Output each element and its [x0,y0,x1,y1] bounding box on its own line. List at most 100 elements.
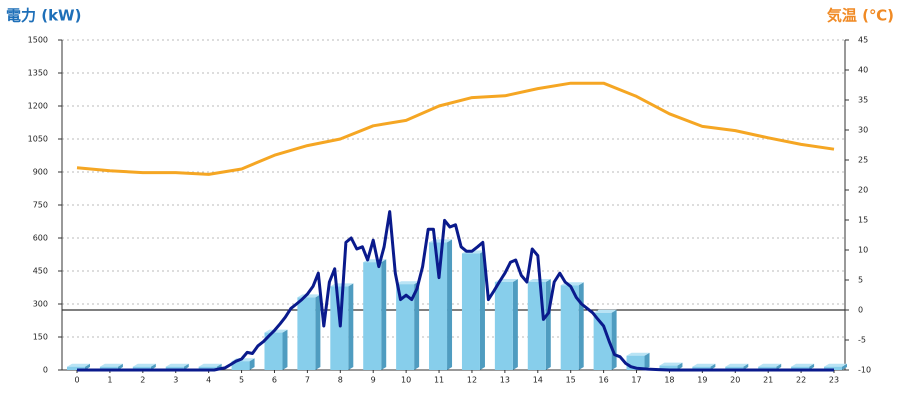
bar-side [578,282,584,370]
x-tick-label: 15 [566,376,576,385]
bar-top [758,363,782,367]
x-tick-label: 10 [401,376,411,385]
bar-side [710,363,716,370]
y2-tick-label: 0 [858,306,863,315]
x-tick-label: 16 [599,376,609,385]
bar-side [842,363,847,370]
bar-side [809,363,815,370]
bar-top [593,309,617,313]
bar [264,332,283,370]
bar [67,366,85,370]
bar-top [791,363,815,367]
x-tick-label: 19 [697,376,707,385]
y-tick-label: 1200 [28,102,48,111]
y-tick-label: 750 [33,201,48,210]
bar [132,366,151,370]
line [77,210,834,372]
bar-top [67,363,90,367]
x-tick-label: 2 [140,376,145,385]
bar-top [165,363,189,367]
x-tick-label: 12 [467,376,477,385]
bar-side [644,352,650,370]
x-tick-label: 21 [763,376,773,385]
bar [725,366,744,370]
bar-side [150,363,156,370]
y2-tick-label: 25 [858,156,868,165]
y2-tick-label: 5 [858,276,863,285]
y-tick-label: 0 [43,366,48,375]
bar-side [117,363,123,370]
x-tick-label: 5 [239,376,244,385]
bar-side [447,239,453,370]
bar [791,366,810,370]
bar [363,262,382,370]
bar-top [692,363,716,367]
bar-top [99,363,123,367]
x-tick-label: 13 [500,376,510,385]
x-tick-label: 18 [664,376,674,385]
y2-tick-label: 10 [858,246,868,255]
bar-top [264,329,288,333]
bar-side [183,363,189,370]
bar-side [414,281,420,370]
y-axis-title: 電力 (kW) [6,7,81,25]
x-tick-label: 1 [107,376,112,385]
y2-axis-title: 気温 (℃) [827,7,894,25]
x-tick-label: 7 [305,376,310,385]
bar-side [677,362,683,370]
x-tick-label: 23 [829,376,839,385]
bar-side [776,363,782,370]
y2-tick-label: 35 [858,96,868,105]
x-tick-label: 11 [434,376,444,385]
y-tick-label: 1050 [28,135,48,144]
bar-side [512,279,518,370]
bar-side [381,259,387,370]
bar-top [659,362,683,366]
bar-side [545,279,551,370]
y-tick-label: 150 [33,333,48,342]
bar-side [85,363,90,370]
bar-top [396,281,420,285]
bar-top [725,363,749,367]
bar-top [132,363,156,367]
x-tick-label: 9 [371,376,376,385]
bar [165,366,184,370]
x-tick-label: 6 [272,376,277,385]
bar [824,366,842,370]
y2-tick-label: 30 [858,126,868,135]
y-tick-label: 450 [33,267,48,276]
y-tick-label: 300 [33,300,48,309]
line [76,81,835,176]
bar [429,242,448,370]
y2-tick-label: 40 [858,66,868,75]
bar-side [611,309,617,370]
bar [231,361,250,370]
x-tick-label: 14 [533,376,543,385]
bar-side [348,283,354,370]
bar [692,366,711,370]
bar [659,365,678,370]
bar [593,312,612,370]
y2-tick-label: -5 [858,336,866,345]
bar-side [249,358,255,370]
bar [198,366,217,370]
y2-tick-label: -10 [858,366,871,375]
x-tick-label: 17 [631,376,641,385]
bar-side [282,329,288,370]
bar-side [479,250,485,370]
y2-tick-label: 20 [858,186,868,195]
x-tick-label: 22 [796,376,806,385]
x-tick-label: 20 [730,376,740,385]
bar [330,286,349,370]
y-tick-label: 600 [33,234,48,243]
bar-top [824,363,847,367]
y2-tick-label: 45 [858,36,868,45]
bar [758,366,777,370]
bar-top [198,363,222,367]
y-tick-label: 1350 [28,69,48,78]
x-tick-label: 8 [338,376,343,385]
bar [396,284,415,370]
y-tick-label: 1500 [28,36,48,45]
bar [99,366,118,370]
